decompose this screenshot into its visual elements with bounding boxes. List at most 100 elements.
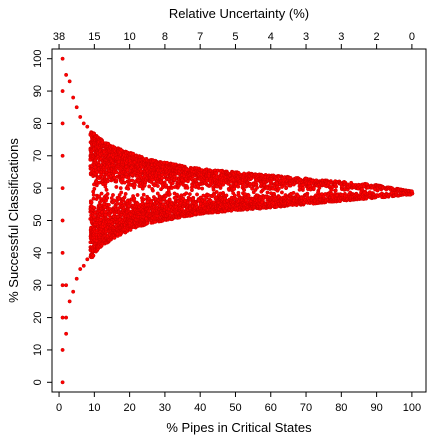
data-point: [114, 185, 119, 189]
x-tick-label: 80: [335, 402, 347, 414]
data-point: [123, 191, 128, 196]
top-tick-label: 38: [53, 31, 65, 43]
data-point: [119, 190, 124, 195]
y-tick-label: 40: [32, 247, 44, 259]
data-point: [105, 196, 110, 200]
data-point: [85, 124, 90, 129]
data-point: [85, 257, 90, 262]
data-point: [334, 184, 339, 189]
data-point: [147, 184, 152, 189]
data-point: [184, 191, 189, 196]
x-tick-label: 20: [123, 402, 135, 414]
top-axis-title: Relative Uncertainty (%): [169, 6, 309, 21]
data-point: [71, 289, 76, 294]
data-point: [114, 178, 119, 183]
data-point: [333, 188, 338, 193]
data-point: [81, 121, 86, 126]
data-point: [60, 380, 65, 385]
data-point: [276, 186, 281, 191]
data-point: [104, 187, 109, 192]
data-point: [155, 184, 160, 188]
data-point: [246, 193, 251, 198]
y-tick-label: 20: [32, 311, 44, 323]
data-point: [106, 202, 111, 207]
y-tick-label: 70: [32, 150, 44, 162]
x-tick-label: 30: [159, 402, 171, 414]
data-point: [60, 186, 65, 191]
y-tick-label: 60: [32, 182, 44, 194]
data-point: [89, 200, 94, 205]
top-tick-label: 4: [268, 31, 274, 43]
top-tick-label: 3: [338, 31, 344, 43]
data-point: [187, 192, 192, 197]
x-tick-label: 60: [265, 402, 277, 414]
data-point: [118, 186, 123, 191]
x-tick-label: 0: [56, 402, 62, 414]
data-point: [167, 192, 172, 197]
data-point: [99, 191, 104, 196]
data-point: [291, 190, 296, 195]
data-point: [141, 192, 146, 197]
plot-area: [60, 56, 415, 385]
data-point: [92, 205, 97, 210]
top-tick-label: 2: [374, 31, 380, 43]
data-point: [132, 183, 137, 187]
data-point: [145, 221, 150, 226]
data-point: [409, 189, 414, 194]
data-point: [284, 185, 289, 190]
data-point: [60, 89, 65, 94]
data-point: [105, 179, 110, 184]
data-point: [205, 178, 210, 183]
x-axis-title: % Pipes in Critical States: [166, 420, 312, 435]
data-point: [60, 315, 65, 320]
data-point: [91, 192, 96, 197]
x-tick-label: 100: [403, 402, 421, 414]
data-point: [185, 185, 190, 190]
data-point: [60, 250, 65, 255]
y-tick-label: 90: [32, 85, 44, 97]
data-point: [60, 56, 65, 61]
top-tick-label: 10: [123, 31, 135, 43]
data-point: [132, 196, 137, 201]
x-tick-label: 10: [88, 402, 100, 414]
data-point: [71, 95, 76, 100]
data-point: [60, 121, 65, 126]
data-point: [67, 79, 72, 84]
data-point: [242, 188, 247, 192]
data-point: [60, 283, 65, 288]
data-point: [160, 176, 165, 180]
data-point: [93, 165, 98, 170]
data-point: [74, 105, 79, 110]
data-point: [97, 194, 102, 199]
data-point: [116, 196, 121, 201]
top-tick-label: 3: [303, 31, 309, 43]
x-tick-label: 40: [194, 402, 206, 414]
data-point: [141, 197, 146, 202]
top-tick-label: 7: [197, 31, 203, 43]
top-tick-label: 5: [232, 31, 238, 43]
data-point: [224, 193, 229, 198]
y-tick-label: 30: [32, 279, 44, 291]
data-point: [91, 253, 96, 258]
data-point: [135, 193, 140, 197]
y-tick-label: 50: [32, 214, 44, 226]
top-tick-label: 0: [409, 31, 415, 43]
data-point: [60, 153, 65, 158]
data-point: [232, 193, 237, 198]
data-point: [265, 190, 270, 195]
x-tick-label: 70: [300, 402, 312, 414]
data-point: [81, 263, 86, 268]
data-point: [105, 192, 110, 196]
y-tick-label: 80: [32, 117, 44, 129]
data-point: [248, 182, 253, 186]
data-point: [103, 184, 108, 189]
data-point: [200, 186, 205, 191]
data-point: [64, 315, 69, 320]
data-point: [195, 192, 199, 197]
data-point: [279, 190, 284, 195]
data-point: [98, 217, 103, 222]
top-tick-label: 8: [162, 31, 168, 43]
y-axis-title: % Successful Classifications: [6, 138, 21, 303]
y-tick-label: 10: [32, 344, 44, 356]
